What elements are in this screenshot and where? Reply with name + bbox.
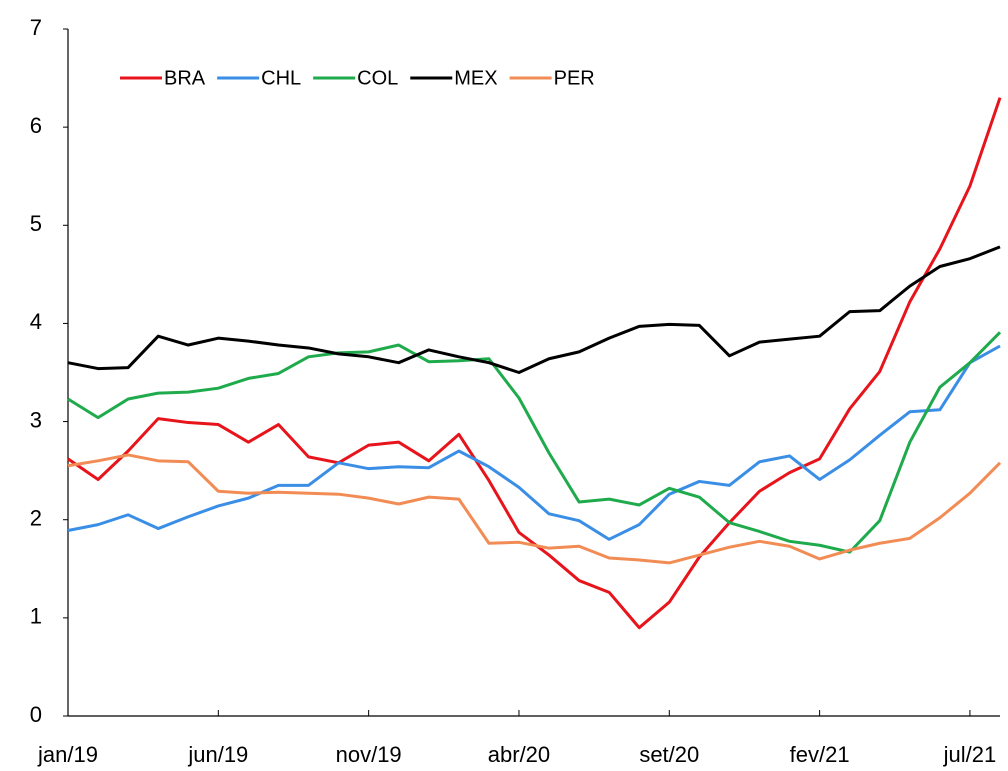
line-series (67, 453, 1002, 565)
line-series (67, 344, 1001, 541)
y-tick-label: 6 (30, 113, 42, 138)
x-tick-label: jun/19 (187, 742, 248, 767)
x-tick-label: fev/21 (790, 742, 850, 767)
legend-label: CHL (261, 67, 301, 89)
y-tick-label: 4 (30, 309, 42, 334)
x-tick-label: jul/21 (943, 742, 997, 767)
y-tick-label: 2 (30, 506, 42, 531)
y-tick-label: 0 (30, 702, 42, 727)
legend: BRA CHL COL MEX PER (120, 67, 595, 89)
x-tick-label: abr/20 (488, 742, 550, 767)
legend-label: BRA (164, 67, 206, 89)
line-series (67, 245, 1001, 374)
y-tick-label: 5 (30, 211, 42, 236)
x-tick-label: set/20 (639, 742, 699, 767)
legend-label: COL (357, 67, 398, 89)
x-tick-label: nov/19 (336, 742, 402, 767)
y-tick-label: 1 (30, 604, 42, 629)
legend-label: PER (554, 67, 595, 89)
y-tick-label: 7 (30, 15, 42, 40)
legend-label: MEX (454, 67, 497, 89)
x-tick-label: jan/19 (37, 742, 98, 767)
y-tick-label: 3 (30, 407, 42, 432)
